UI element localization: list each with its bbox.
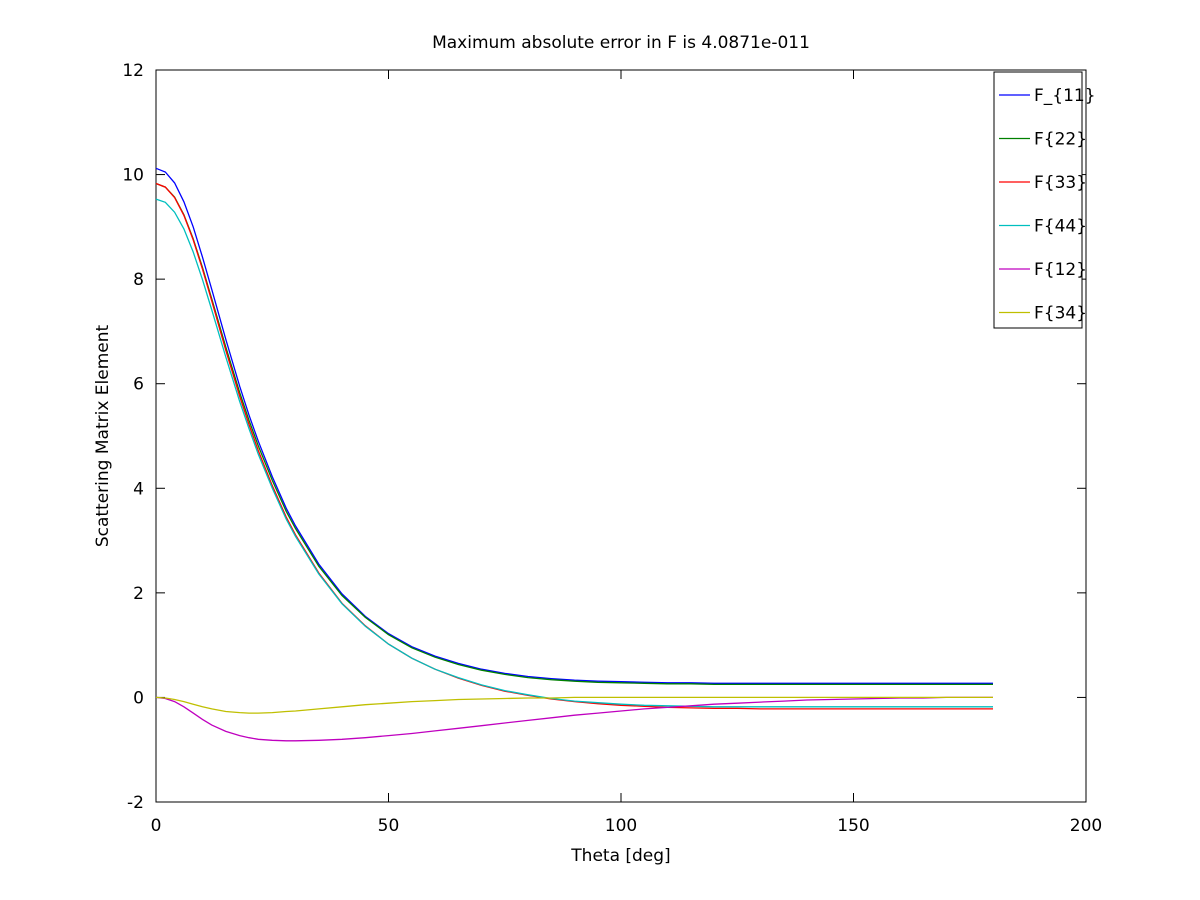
chart-title: Maximum absolute error in F is 4.0871e-0…	[432, 33, 810, 53]
y-tick-label: 8	[133, 270, 144, 290]
legend-box	[993, 71, 1083, 329]
series-line-f22	[155, 182, 993, 686]
legend-label-f44: F{44}	[1034, 217, 1087, 237]
series-line-f12	[155, 696, 993, 742]
legend-label-f22: F{22}	[1034, 130, 1087, 150]
legend-label-f11: F_{11}	[1034, 86, 1096, 106]
axis-ticks: 0 50 100 150 200 -2 0 2 4 6 8 10 12	[122, 61, 1102, 836]
series-line-f11	[155, 167, 993, 684]
y-tick-label: 6	[133, 375, 144, 395]
y-tick-label: 12	[122, 61, 144, 81]
x-tick-label: 150	[837, 816, 869, 836]
plot-area	[155, 69, 1087, 803]
y-tick-label: 2	[133, 584, 144, 604]
y-tick-label: 4	[133, 479, 144, 499]
series-line-f44	[155, 198, 993, 708]
x-tick-label: 200	[1070, 816, 1102, 836]
legend: F_{11} F{22} F{33} F{44} F{12} F{34}	[993, 71, 1096, 329]
y-axis-label: Scattering Matrix Element	[93, 325, 113, 548]
x-axis-label: Theta [deg]	[570, 846, 670, 866]
x-tick-label: 50	[378, 816, 400, 836]
legend-label-f34: F{34}	[1034, 304, 1087, 324]
y-tick-label: 0	[133, 688, 144, 708]
y-tick-label: 10	[122, 166, 144, 186]
x-tick-label: 0	[151, 816, 162, 836]
series-line-f34	[155, 696, 993, 714]
x-tick-label: 100	[605, 816, 637, 836]
legend-label-f12: F{12}	[1034, 260, 1087, 280]
series-lines	[155, 167, 993, 742]
legend-label-f33: F{33}	[1034, 173, 1087, 193]
y-tick-label: -2	[127, 793, 144, 813]
